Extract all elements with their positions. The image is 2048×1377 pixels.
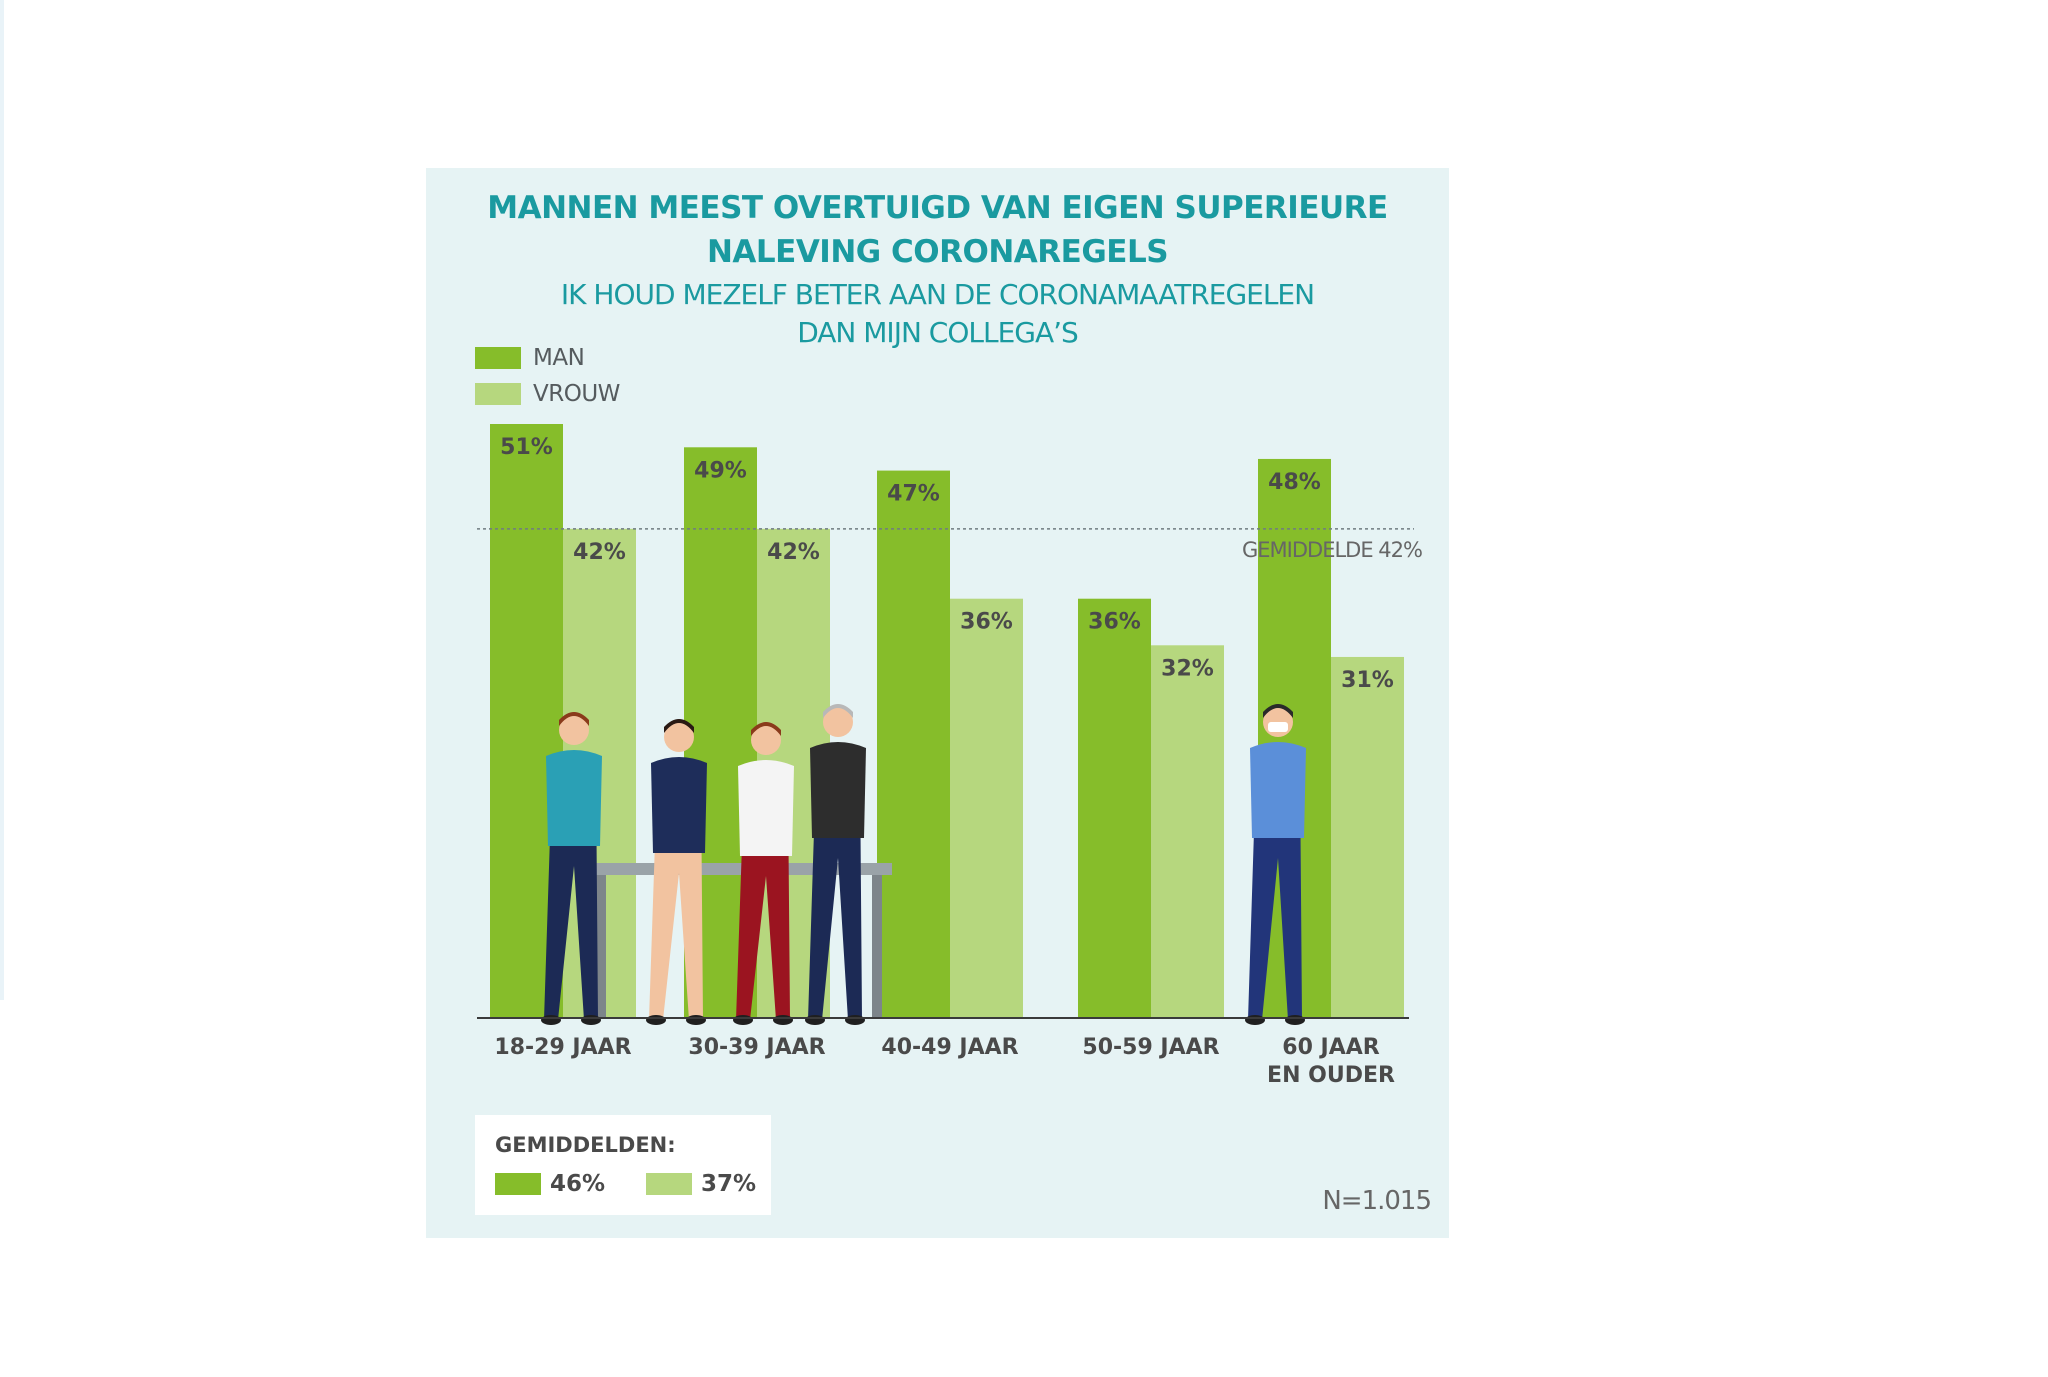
average-vrouw: 37% [646, 1171, 756, 1197]
value-label-man-3: 47% [887, 482, 940, 507]
chart-title-line-1: MANNEN MEEST OVERTUIGD VAN EIGEN SUPERIE… [487, 190, 1388, 226]
bar-vrouw-4 [1151, 645, 1224, 1018]
value-label-vrouw-3: 36% [960, 610, 1013, 635]
person-woman-dark-dress [646, 719, 707, 1025]
table-leg-left [596, 875, 606, 1018]
average-value-man: 46% [550, 1171, 606, 1197]
value-label-vrouw-5: 31% [1341, 668, 1394, 693]
legend-label-vrouw: VROUW [533, 381, 620, 407]
average-man: 46% [495, 1171, 605, 1197]
value-label-vrouw-2: 42% [767, 540, 820, 565]
bar-man-4 [1078, 598, 1151, 1018]
person-man-grey-hair [805, 704, 866, 1025]
sample-size: N=1.015 [1322, 1186, 1432, 1216]
chart-title-line-2: NALEVING CORONAREGELS [706, 234, 1169, 270]
legend-item-man: MAN [475, 340, 620, 376]
bar-vrouw-3 [950, 598, 1023, 1018]
value-label-vrouw-1: 42% [573, 540, 626, 565]
legend-swatch-vrouw [475, 383, 521, 405]
legend-swatch-man [475, 347, 521, 369]
face-mask [1268, 722, 1288, 732]
bar-man-3 [877, 470, 950, 1018]
category-label-3: 40-49 JAAR [881, 1035, 1018, 1060]
value-label-man-5: 48% [1268, 470, 1321, 495]
value-label-man-4: 36% [1088, 610, 1141, 635]
average-swatch-vrouw [646, 1173, 692, 1195]
average-value-vrouw: 37% [701, 1171, 757, 1197]
reference-line-label: GEMIDDELDE 42% [1242, 538, 1422, 562]
category-label-1: 18-29 JAAR [494, 1035, 631, 1060]
chart-subtitle: IK HOUD MEZELF BETER AAN DE CORONAMAATRE… [426, 276, 1449, 352]
table-leg-right [872, 875, 882, 1018]
value-label-man-2: 49% [694, 458, 747, 483]
average-swatch-man [495, 1173, 541, 1195]
category-label-5-line-1: 60 JAAR [1282, 1035, 1380, 1060]
chart-subtitle-line-1: IK HOUD MEZELF BETER AAN DE CORONAMAATRE… [560, 278, 1315, 311]
legend-item-vrouw: VROUW [475, 376, 620, 412]
averages-title: GEMIDDELDEN: [495, 1133, 676, 1157]
category-label-5-line-2: EN OUDER [1267, 1063, 1395, 1088]
left-edge-strip [0, 0, 4, 1000]
bar-chart: GEMIDDELDE 42% 51% 49% 47% 36% 48% 42% 42% 36% 32… [477, 424, 1423, 1088]
value-label-man-1: 51% [500, 435, 553, 460]
chart-subtitle-line-2: DAN MIJN COLLEGA’S [797, 316, 1079, 349]
category-label-2: 30-39 JAAR [688, 1035, 825, 1060]
chart-title: MANNEN MEEST OVERTUIGD VAN EIGEN SUPERIE… [426, 186, 1449, 274]
category-label-4: 50-59 JAAR [1082, 1035, 1219, 1060]
averages-box: GEMIDDELDEN: 46% 37% [475, 1115, 771, 1215]
person-woman-red-skirt [733, 722, 794, 1025]
chart-legend: MAN VROUW [475, 340, 620, 412]
legend-label-man: MAN [533, 345, 585, 371]
bar-vrouw-5 [1331, 656, 1404, 1018]
infographic-panel: MANNEN MEEST OVERTUIGD VAN EIGEN SUPERIE… [426, 168, 1449, 1238]
value-label-vrouw-4: 32% [1161, 656, 1214, 681]
